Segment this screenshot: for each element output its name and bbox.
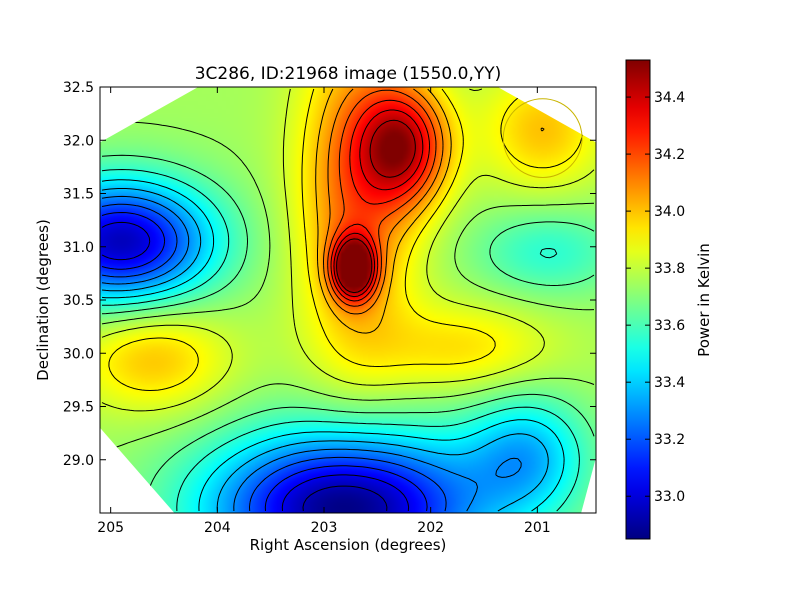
x-axis-label: Right Ascension (degrees) [250,536,447,554]
x-tick-label: 203 [311,520,338,536]
contour-line [333,109,424,298]
x-tick-label: 202 [417,520,444,536]
contour-line [101,154,595,512]
contour-line [327,89,437,307]
x-tick-label: 204 [204,520,231,536]
y-tick-label: 30.0 [63,346,94,362]
colorbar-tick-label: 34.4 [654,90,685,106]
contour-line [101,203,447,512]
contour-lines [101,88,595,512]
x-tick-label: 205 [97,520,124,536]
y-tick-label: 29.0 [63,453,94,469]
contour-line [101,195,522,512]
x-tick-label: 201 [524,520,551,536]
y-tick-label: 32.0 [63,133,94,149]
colorbar-gradient [626,60,650,539]
contour-line [302,485,388,512]
y-tick-label: 31.5 [63,187,94,203]
contour-line [101,179,565,512]
y-axis-label: Declination (degrees) [34,219,52,381]
colorbar-ticks: 33.0 33.2 33.4 33.6 33.8 34.0 34.2 34.4 [626,90,685,505]
contour-line [336,119,416,294]
colorbar-tick-label: 33.6 [654,318,685,334]
colorbar-tick-label: 33.2 [654,432,685,448]
y-tick-label: 32.5 [63,80,94,96]
y-axis-ticks: 29.0 29.5 30.0 30.5 31.0 31.5 32.0 32.5 [63,80,596,469]
contour-line [101,212,428,512]
contour-line [315,88,545,334]
heatmap-plot [100,87,596,513]
y-tick-label: 29.5 [63,400,94,416]
chart-title: 3C286, ID:21968 image (1550.0,YY) [195,64,502,84]
colorbar-tick-label: 33.4 [654,375,685,391]
colorbar-tick-label: 34.0 [654,204,685,220]
y-tick-label: 31.0 [63,240,94,256]
colorbar-frame [625,59,651,540]
colorbar-tick-label: 33.8 [654,261,685,277]
beam-circle [502,98,583,179]
contour-line [108,88,584,391]
y-tick-label: 30.5 [63,293,94,309]
x-axis-ticks: 205 204 203 202 201 [97,87,551,536]
contour-line [101,88,595,412]
colorbar-label: Power in Kelvin [695,243,713,357]
colorbar: 33.0 33.2 33.4 33.6 33.8 34.0 34.2 34.4 Power i… [625,59,713,540]
contour-line [101,188,549,512]
colorbar-tick-label: 33.0 [654,489,685,505]
contour-line [101,221,410,512]
contour-line [323,88,444,315]
heatmap-image [100,87,596,513]
contour-line [330,99,430,302]
colorbar-tick-label: 34.2 [654,147,685,163]
contour-line [101,169,580,512]
